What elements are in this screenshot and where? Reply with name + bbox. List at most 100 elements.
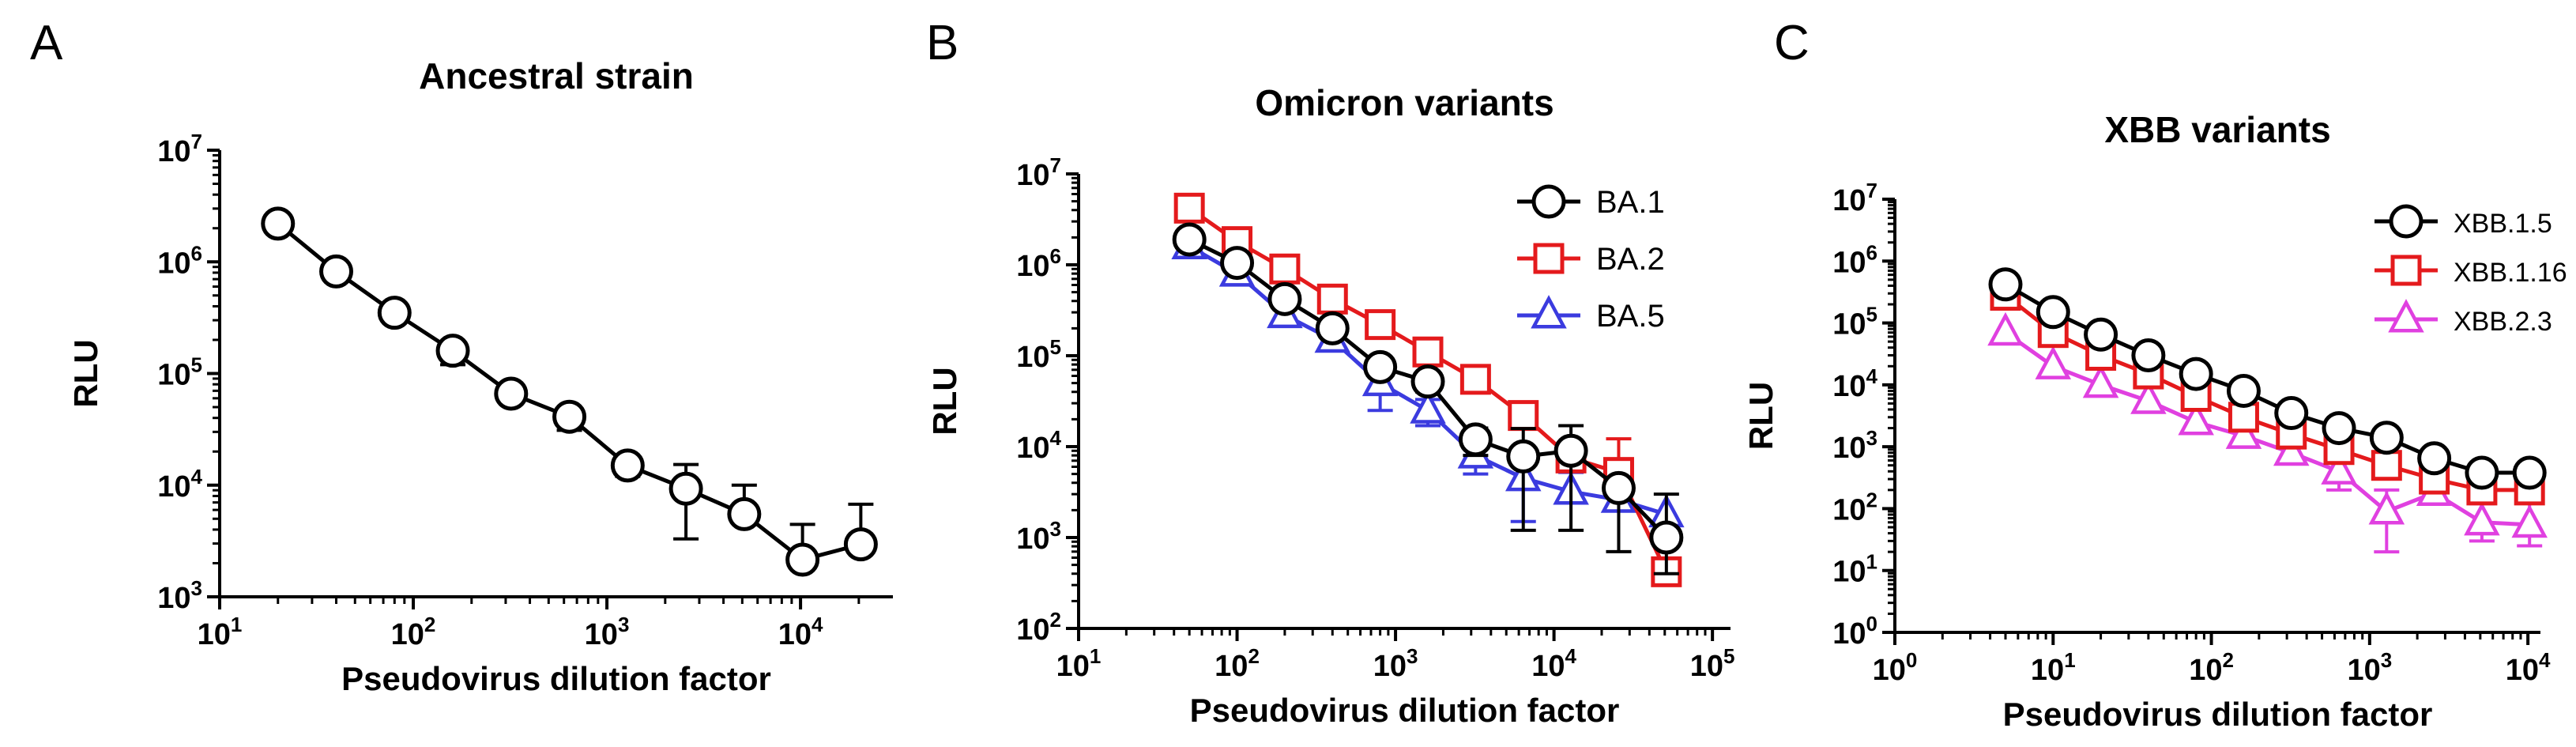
- data-point: [2130, 380, 2167, 414]
- y-tick-label: 107: [1016, 153, 1061, 192]
- x-tick-label: 101: [1056, 644, 1102, 683]
- data-point: [785, 542, 820, 577]
- data-point: [2371, 450, 2402, 481]
- data-point: [2417, 441, 2452, 476]
- data-point: [2368, 491, 2405, 525]
- panel-letter: A: [30, 16, 63, 70]
- data-point: [610, 448, 645, 483]
- y-tick-label: 103: [157, 576, 202, 615]
- x-tick-label: 105: [1690, 644, 1735, 683]
- y-tick-label: 104: [1016, 426, 1061, 465]
- y-tick-label: 103: [1016, 517, 1061, 556]
- data-point: [1988, 267, 2023, 302]
- data-point: [2322, 411, 2356, 446]
- data-point: [2084, 317, 2118, 352]
- data-point: [1173, 192, 1205, 224]
- x-tick-label: 101: [2031, 648, 2076, 687]
- data-point: [2131, 338, 2166, 373]
- legend-label: BA.5: [1596, 299, 1665, 334]
- y-axis-label: RLU: [67, 339, 104, 407]
- x-tick-label: 104: [1531, 644, 1576, 683]
- data-point: [1410, 364, 1445, 399]
- x-tick-label: 104: [2506, 648, 2551, 687]
- legend-marker: [1531, 295, 1567, 329]
- y-tick-label: 105: [1832, 303, 1877, 341]
- data-point: [1172, 222, 1207, 257]
- chart-title: Omicron variants: [1255, 82, 1554, 123]
- x-tick-label: 102: [2189, 648, 2234, 687]
- legend: BA.1 BA.2 BA.5: [1517, 184, 1665, 334]
- y-tick-label: 107: [157, 130, 202, 168]
- data-point: [2511, 504, 2548, 538]
- data-point: [2036, 295, 2070, 330]
- y-tick-label: 106: [1016, 244, 1061, 283]
- y-tick-label: 107: [1832, 179, 1877, 217]
- series-ba-1: [1172, 222, 1684, 575]
- y-tick-label: 104: [157, 465, 202, 504]
- data-point: [2225, 415, 2262, 449]
- data-point: [1316, 283, 1348, 315]
- data-point: [1269, 253, 1301, 285]
- data-point: [319, 254, 354, 289]
- y-tick-label: 102: [1832, 488, 1877, 526]
- x-axis-label: Pseudovirus dilution factor: [2003, 696, 2433, 733]
- data-point: [435, 334, 470, 368]
- data-point: [668, 471, 703, 506]
- data-point: [2465, 455, 2499, 490]
- data-point: [1601, 470, 1636, 505]
- y-axis-label: RLU: [926, 367, 963, 435]
- y-tick-label: 105: [1016, 335, 1061, 374]
- legend-label: XBB.1.5: [2454, 209, 2552, 239]
- x-tick-label: 102: [1215, 644, 1260, 683]
- data-point: [843, 527, 878, 562]
- chart-title: Ancestral strain: [419, 55, 694, 96]
- legend-marker: [2390, 255, 2422, 286]
- data-point: [2226, 373, 2261, 408]
- y-axis-label: RLU: [1742, 382, 1779, 450]
- legend-marker: [2388, 299, 2424, 333]
- legend-label: BA.1: [1596, 185, 1665, 220]
- data-point: [2512, 455, 2547, 490]
- legend-label: XBB.1.16: [2454, 258, 2567, 288]
- x-tick-label: 103: [2347, 648, 2392, 687]
- x-tick-label: 103: [1373, 644, 1418, 683]
- panel-letter: C: [1774, 16, 1810, 70]
- x-axis-label: Pseudovirus dilution factor: [341, 660, 771, 697]
- data-point: [1220, 246, 1255, 281]
- panel-c: C XBB variants 100 101 102 103 104 105 106 107 100…: [1742, 16, 2567, 733]
- panel-letter: B: [926, 16, 958, 70]
- data-point: [2178, 402, 2214, 436]
- panel-a: A Ancestral strain 103 104 105 106 107 101 102 10…: [30, 16, 893, 697]
- y-tick-label: 102: [1016, 608, 1061, 647]
- data-point: [1508, 400, 1539, 432]
- data-point: [1410, 390, 1446, 424]
- data-point: [2273, 432, 2310, 466]
- data-point: [727, 496, 762, 531]
- series-xbb-1-5: [1988, 267, 2547, 490]
- series-line: [277, 221, 862, 562]
- x-tick-label: 102: [391, 613, 436, 651]
- y-tick-label: 105: [157, 353, 202, 392]
- x-tick-label: 103: [585, 613, 630, 651]
- data-point: [2082, 364, 2119, 398]
- series-ancestral-strain: [261, 206, 878, 577]
- data-point: [1412, 336, 1444, 368]
- data-point: [377, 296, 412, 330]
- data-point: [2369, 421, 2404, 455]
- series-xbb-2-3: [1987, 311, 2548, 554]
- data-point: [2321, 451, 2357, 485]
- legend-marker: [1531, 184, 1566, 219]
- legend-label: BA.2: [1596, 242, 1665, 277]
- y-tick-label: 100: [1832, 612, 1877, 651]
- data-point: [1506, 439, 1541, 473]
- x-tick-label: 104: [778, 613, 823, 651]
- data-point: [1267, 281, 1302, 316]
- y-tick-label: 106: [1832, 240, 1877, 279]
- x-tick-label: 100: [1873, 648, 1918, 687]
- data-point: [494, 376, 529, 411]
- legend-label: XBB.2.3: [2454, 307, 2552, 337]
- data-point: [2035, 345, 2072, 379]
- data-point: [1363, 349, 1398, 384]
